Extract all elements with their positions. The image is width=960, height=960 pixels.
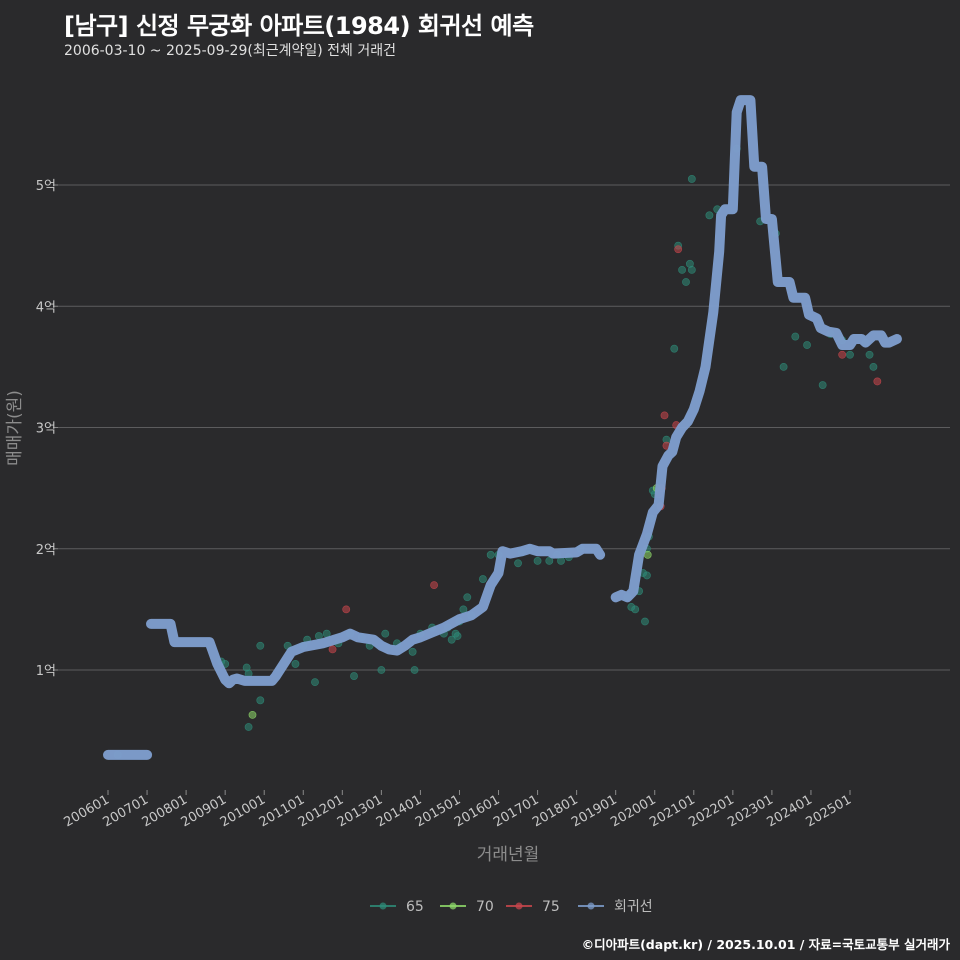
- y-tick-label: 3억: [36, 422, 56, 437]
- data-point-65: [818, 381, 827, 389]
- x-axis-title: 거래년월: [477, 845, 540, 865]
- data-point-65: [453, 632, 462, 640]
- y-tick-label: 2억: [36, 543, 56, 558]
- legend-label: 75: [542, 899, 560, 915]
- data-point-70: [248, 710, 257, 719]
- data-point-65: [256, 696, 265, 705]
- footer-credit: ©디아파트(dapt.kr) / 2025.10.01 / 자료=국토교통부 실…: [581, 937, 950, 952]
- data-point-75: [674, 245, 683, 254]
- legend-item: 회귀선: [578, 899, 653, 915]
- chart-title: [남구] 신정 무궁화 아파트(1984) 회귀선 예측: [64, 12, 534, 40]
- y-tick-label: 5억: [36, 179, 56, 194]
- data-point-65: [869, 362, 878, 371]
- regression-line: [103, 95, 902, 760]
- data-point-65: [381, 629, 390, 638]
- data-point-65: [463, 593, 472, 602]
- data-point-65: [514, 559, 522, 568]
- data-point-65: [687, 175, 696, 183]
- legend-key-dot: [449, 902, 457, 910]
- y-axis-ticks: 1억 2억 3억 4억 5억: [36, 179, 58, 679]
- data-point-65: [631, 605, 640, 614]
- data-point-65: [682, 278, 690, 286]
- data-point-65: [350, 672, 358, 680]
- data-point-65: [533, 556, 542, 565]
- data-point-75: [430, 581, 438, 590]
- data-point-65: [705, 211, 714, 220]
- regression-segment: [146, 543, 606, 689]
- legend-label: 70: [476, 899, 494, 915]
- data-point-65: [865, 350, 874, 359]
- data-point-75: [660, 411, 669, 420]
- data-point-65: [846, 350, 854, 359]
- legend: 65 70 75 회귀선: [370, 899, 653, 915]
- data-point-65: [244, 723, 253, 731]
- data-point-65: [791, 332, 800, 341]
- data-point-75: [873, 377, 882, 386]
- legend-key-dot: [587, 902, 595, 910]
- data-point-65: [447, 635, 456, 644]
- legend-label: 회귀선: [614, 899, 653, 915]
- data-point-65: [643, 571, 651, 580]
- data-point-65: [291, 660, 300, 668]
- data-point-65: [408, 647, 417, 656]
- data-point-65: [410, 666, 419, 674]
- regression-segment: [610, 95, 902, 603]
- legend-item: 75: [506, 899, 560, 915]
- data-point-65: [545, 556, 554, 565]
- data-point-65: [479, 575, 487, 583]
- data-point-65: [670, 344, 679, 353]
- data-point-65: [678, 265, 686, 274]
- data-point-75: [342, 605, 351, 614]
- y-axis-title: 매매가(원): [5, 390, 25, 466]
- legend-item: 70: [440, 899, 494, 915]
- y-tick-label: 4억: [36, 300, 56, 315]
- data-point-75: [328, 645, 337, 654]
- data-point-65: [377, 666, 386, 674]
- data-point-65: [256, 641, 265, 650]
- data-point-65: [779, 362, 788, 371]
- legend-key-dot: [515, 902, 523, 910]
- data-point-65: [641, 617, 649, 626]
- data-point-65: [311, 678, 319, 687]
- data-point-65: [486, 550, 495, 559]
- x-axis-ticks: 2006012007012008012009012010012011012012…: [62, 790, 854, 830]
- data-point-75: [838, 350, 847, 359]
- legend-item: 65: [370, 899, 424, 915]
- grid-lines: [58, 184, 950, 671]
- legend-key-dot: [379, 902, 387, 910]
- data-point-65: [803, 341, 811, 349]
- legend-label: 65: [406, 899, 424, 915]
- y-tick-label: 1억: [36, 664, 56, 679]
- data-point-65: [557, 556, 565, 565]
- chart-subtitle: 2006-03-10 ~ 2025-09-29(최근계약일) 전체 거래건: [64, 43, 396, 59]
- data-point-65: [687, 265, 696, 274]
- x-tick-label: 202501: [804, 792, 854, 830]
- scatter-points: [113, 144, 882, 759]
